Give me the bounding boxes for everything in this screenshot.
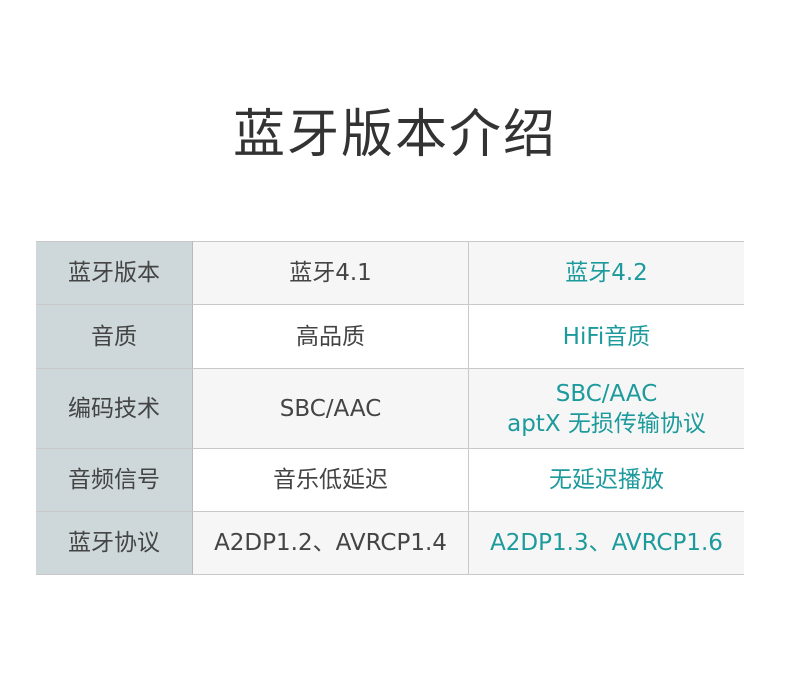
cell-text: A2DP1.3、AVRCP1.6 <box>490 530 723 556</box>
cell-text: 高品质 <box>296 323 365 350</box>
bluetooth-4-1-cell: 蓝牙4.1 <box>192 241 469 305</box>
bluetooth-4-1-cell: 高品质 <box>192 304 469 369</box>
cell-text: HiFi音质 <box>562 323 651 350</box>
cell-text: 蓝牙4.2 <box>565 260 648 286</box>
cell-text: SBC/AAC <box>279 395 382 422</box>
table-row: 蓝牙协议 A2DP1.2、AVRCP1.4 A2DP1.3、AVRCP1.6 <box>36 511 744 575</box>
row-header: 音频信号 <box>36 448 193 512</box>
bluetooth-4-2-cell: SBC/AAC aptX 无损传输协议 <box>468 368 744 449</box>
table-row: 蓝牙版本 蓝牙4.1 蓝牙4.2 <box>36 241 744 305</box>
bluetooth-4-2-cell: A2DP1.3、AVRCP1.6 <box>468 511 744 575</box>
cell-text: 音乐低延迟 <box>273 467 388 493</box>
table-row: 音频信号 音乐低延迟 无延迟播放 <box>36 448 744 512</box>
page-title: 蓝牙版本介绍 <box>232 105 557 165</box>
cell-text: aptX 无损传输协议 <box>507 410 706 437</box>
bluetooth-4-2-cell: 无延迟播放 <box>468 448 744 512</box>
cell-text: A2DP1.2、AVRCP1.4 <box>214 530 447 556</box>
bluetooth-4-1-cell: 音乐低延迟 <box>192 448 469 512</box>
cell-text: SBC/AAC <box>555 380 658 407</box>
row-header: 编码技术 <box>36 368 193 449</box>
bluetooth-4-2-cell: HiFi音质 <box>468 304 744 369</box>
table-row: 音质 高品质 HiFi音质 <box>36 304 744 369</box>
bluetooth-4-1-cell: SBC/AAC <box>192 368 469 449</box>
row-header: 蓝牙协议 <box>36 511 193 575</box>
cell-text: 无延迟播放 <box>549 467 664 493</box>
table-row: 编码技术 SBC/AAC SBC/AAC aptX 无损传输协议 <box>36 368 744 449</box>
row-header: 蓝牙版本 <box>36 241 193 305</box>
cell-text: 蓝牙4.1 <box>289 260 372 286</box>
comparison-table: 蓝牙版本 蓝牙4.1 蓝牙4.2 音质 高品质 HiFi音质 编码技术 SBC/AAC SBC/… <box>36 241 744 575</box>
row-header: 音质 <box>36 304 193 369</box>
bluetooth-4-2-cell: 蓝牙4.2 <box>468 241 744 305</box>
bluetooth-4-1-cell: A2DP1.2、AVRCP1.4 <box>192 511 469 575</box>
